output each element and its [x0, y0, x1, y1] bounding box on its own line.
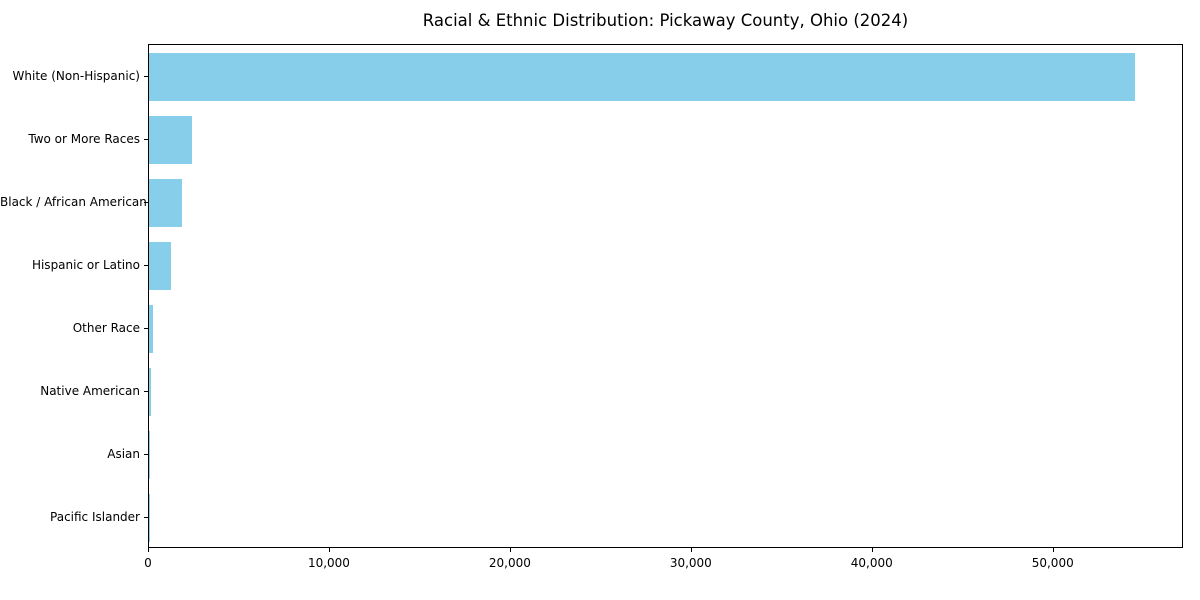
bar	[149, 304, 153, 353]
y-axis-label: Hispanic or Latino	[31, 257, 140, 272]
bar	[149, 367, 151, 416]
y-axis-label: White (Non-Hispanic)	[12, 68, 140, 83]
plot-area	[148, 44, 1183, 548]
y-axis-tick	[144, 138, 148, 140]
x-axis-tick-label: 0	[144, 556, 152, 570]
x-axis-tick-label: 40,000	[850, 556, 893, 570]
y-axis-label: Pacific Islander	[50, 509, 140, 524]
y-axis-tick	[144, 327, 148, 329]
y-axis-tick	[144, 390, 148, 392]
bar	[149, 115, 193, 164]
y-axis-tick	[144, 453, 148, 455]
y-axis-label: Native American	[40, 383, 140, 398]
y-axis-label: Other Race	[72, 320, 140, 335]
x-axis-tick-label: 10,000	[307, 556, 350, 570]
x-axis-tick-label: 30,000	[669, 556, 712, 570]
y-axis-label: Black / African American	[0, 194, 147, 209]
y-axis-tick	[144, 75, 148, 77]
x-axis-tick	[509, 548, 511, 552]
x-axis-tick-label: 20,000	[488, 556, 531, 570]
x-axis-tick	[1052, 548, 1054, 552]
bar	[149, 430, 150, 479]
x-axis-tick	[871, 548, 873, 552]
x-axis-tick	[690, 548, 692, 552]
y-axis-tick	[144, 516, 148, 518]
y-axis-tick	[144, 201, 148, 203]
bar	[149, 241, 171, 290]
y-axis-tick	[144, 264, 148, 266]
bar	[149, 52, 1136, 101]
x-axis-tick	[148, 548, 149, 552]
bar	[149, 178, 182, 227]
y-axis-label: Two or More Races	[28, 131, 140, 146]
y-axis-label: Asian	[107, 446, 140, 461]
x-axis-tick	[328, 548, 330, 552]
chart-title: Racial & Ethnic Distribution: Pickaway C…	[422, 11, 909, 30]
x-axis-tick-label: 50,000	[1031, 556, 1074, 570]
